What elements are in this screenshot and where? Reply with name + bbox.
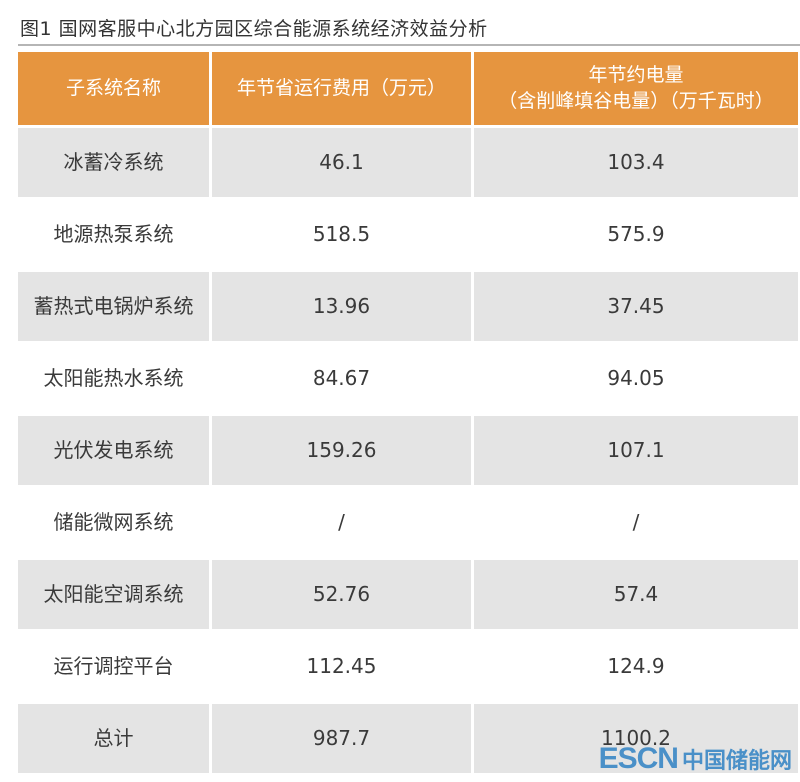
energy-saving-value: 94.05 <box>474 344 798 416</box>
cost-saving-value: 13.96 <box>212 272 474 344</box>
cost-saving-value: 46.1 <box>212 128 474 200</box>
cost-saving-value: 84.67 <box>212 344 474 416</box>
energy-saving-value: / <box>474 488 798 560</box>
table-row: 运行调控平台 112.45 124.9 <box>18 632 798 704</box>
economic-benefit-table: 子系统名称 年节省运行费用（万元） 年节约电量 （含削峰填谷电量）（万千瓦时） … <box>18 52 798 776</box>
cost-saving-value: 52.76 <box>212 560 474 632</box>
total-cost-saving: 987.7 <box>212 704 474 776</box>
table-row: 地源热泵系统 518.5 575.9 <box>18 200 798 272</box>
cost-saving-value: 518.5 <box>212 200 474 272</box>
cost-saving-value: 112.45 <box>212 632 474 704</box>
total-label: 总计 <box>18 704 212 776</box>
watermark-latin: ESCN <box>598 742 679 775</box>
energy-saving-value: 124.9 <box>474 632 798 704</box>
table-row: 太阳能空调系统 52.76 57.4 <box>18 560 798 632</box>
figure-caption: 图1 国网客服中心北方园区综合能源系统经济效益分析 <box>20 18 488 40</box>
energy-saving-value: 57.4 <box>474 560 798 632</box>
subsystem-name: 太阳能空调系统 <box>18 560 212 632</box>
table-row: 冰蓄冷系统 46.1 103.4 <box>18 128 798 200</box>
header-energy-line2: （含削峰填谷电量）（万千瓦时） <box>498 89 774 112</box>
cost-saving-value: 159.26 <box>212 416 474 488</box>
header-annual-cost-saving: 年节省运行费用（万元） <box>212 52 474 128</box>
subsystem-name: 冰蓄冷系统 <box>18 128 212 200</box>
header-annual-energy-saving: 年节约电量 （含削峰填谷电量）（万千瓦时） <box>474 52 798 128</box>
energy-saving-value: 575.9 <box>474 200 798 272</box>
watermark-chinese: 中国储能网 <box>681 749 792 774</box>
cost-saving-value: / <box>212 488 474 560</box>
header-subsystem-name: 子系统名称 <box>18 52 212 128</box>
table-row: 太阳能热水系统 84.67 94.05 <box>18 344 798 416</box>
table-total-row: 总计 987.7 1100.2 <box>18 704 798 776</box>
subsystem-name: 地源热泵系统 <box>18 200 212 272</box>
escn-watermark-logo: ESCN 中国储能网 <box>599 742 792 776</box>
subsystem-name: 光伏发电系统 <box>18 416 212 488</box>
table-header-row: 子系统名称 年节省运行费用（万元） 年节约电量 （含削峰填谷电量）（万千瓦时） <box>18 52 798 128</box>
header-energy-line1: 年节约电量 <box>588 63 684 86</box>
subsystem-name: 储能微网系统 <box>18 488 212 560</box>
energy-saving-value: 107.1 <box>474 416 798 488</box>
energy-saving-value: 103.4 <box>474 128 798 200</box>
table-row: 蓄热式电锅炉系统 13.96 37.45 <box>18 272 798 344</box>
table-row: 储能微网系统 / / <box>18 488 798 560</box>
subsystem-name: 太阳能热水系统 <box>18 344 212 416</box>
subsystem-name: 蓄热式电锅炉系统 <box>18 272 212 344</box>
total-energy-saving: 1100.2 <box>474 704 798 776</box>
caption-divider <box>18 44 800 46</box>
table-row: 光伏发电系统 159.26 107.1 <box>18 416 798 488</box>
subsystem-name: 运行调控平台 <box>18 632 212 704</box>
energy-saving-value: 37.45 <box>474 272 798 344</box>
